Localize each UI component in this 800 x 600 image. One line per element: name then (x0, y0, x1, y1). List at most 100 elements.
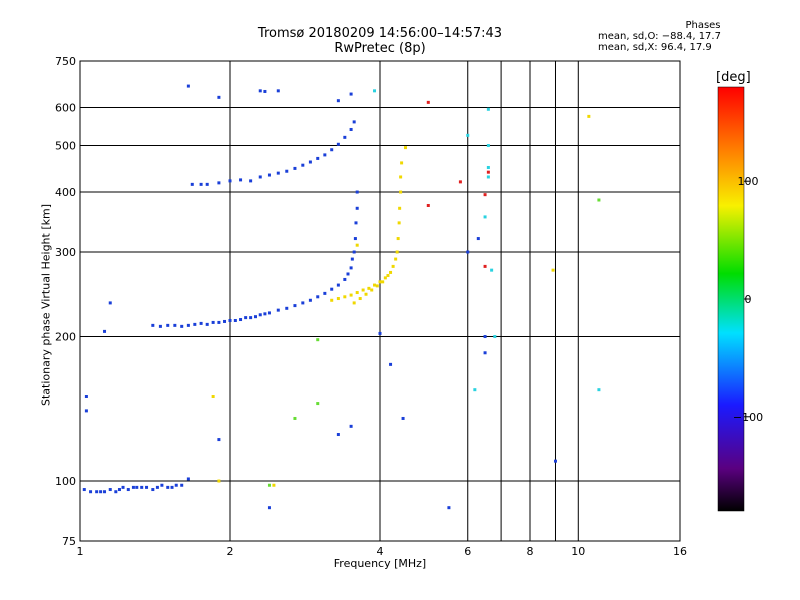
data-point (145, 485, 149, 489)
data-point (316, 295, 320, 299)
y-tick-label: 750 (55, 55, 76, 68)
data-point (493, 335, 497, 339)
data-point (244, 316, 248, 320)
x-tick-label: 6 (464, 545, 471, 558)
data-point (217, 320, 221, 324)
phase-stats-o: mean, sd,O: −88.4, 17.7 (598, 31, 721, 42)
data-point (399, 190, 403, 194)
data-point (186, 84, 190, 88)
data-point (135, 485, 139, 489)
data-point (551, 268, 555, 272)
data-point (166, 323, 170, 327)
data-point (403, 146, 407, 150)
data-point (389, 362, 393, 366)
data-point (386, 274, 390, 278)
data-point (346, 272, 350, 276)
data-point (401, 416, 405, 420)
data-point (205, 182, 209, 186)
data-point (486, 144, 490, 148)
data-point (466, 133, 470, 137)
data-point (217, 95, 221, 99)
x-tick-label: 10 (571, 545, 585, 558)
data-point (253, 315, 257, 319)
data-point (301, 301, 305, 305)
data-point (249, 316, 253, 320)
data-point (205, 322, 209, 326)
data-point (155, 485, 159, 489)
data-point (174, 483, 178, 487)
phase-stats-x: mean, sd,X: 96.4, 17.9 (598, 42, 712, 53)
x-tick-label: 16 (673, 545, 687, 558)
data-point (486, 107, 490, 111)
chart-subtitle: RwPretec (8p) (334, 41, 426, 56)
data-point (103, 490, 107, 494)
data-point (330, 287, 334, 291)
data-point (211, 395, 215, 399)
data-point (336, 99, 340, 103)
data-point (180, 483, 184, 487)
data-point (272, 483, 276, 487)
data-point (343, 135, 347, 139)
data-point (217, 438, 221, 442)
data-point (553, 459, 557, 463)
data-point (228, 179, 232, 183)
data-point (276, 171, 280, 175)
data-point (190, 182, 194, 186)
data-point (483, 335, 487, 339)
y-tick-label: 400 (55, 186, 76, 199)
data-point (330, 298, 334, 302)
data-point (373, 89, 377, 93)
colorbar-ticks: 100 0 −100 (733, 175, 763, 424)
data-point (355, 206, 359, 210)
data-point (447, 506, 451, 510)
data-point (126, 488, 130, 492)
data-point (486, 170, 490, 174)
data-point (483, 351, 487, 355)
data-point (397, 221, 401, 225)
y-tick-label: 300 (55, 246, 76, 259)
chart-title: Tromsø 20180209 14:56:00–14:57:43 (257, 26, 503, 41)
data-point (211, 320, 215, 324)
data-point (285, 306, 289, 310)
data-point (383, 276, 387, 280)
data-point (367, 286, 371, 290)
data-point (349, 127, 353, 131)
data-point (228, 318, 232, 322)
data-point (160, 483, 164, 487)
data-point (301, 163, 305, 167)
data-point (400, 161, 404, 165)
data-point (103, 329, 107, 333)
data-point (353, 237, 357, 241)
data-point (352, 120, 356, 124)
data-point (355, 243, 359, 247)
data-point (293, 304, 297, 308)
data-point (458, 180, 462, 184)
data-point (151, 488, 155, 492)
data-point (370, 288, 374, 292)
plot-frame (79, 60, 681, 542)
colorbar (717, 86, 745, 512)
data-point (336, 283, 340, 287)
data-point (131, 485, 135, 489)
data-point (587, 114, 591, 118)
data-point (483, 215, 487, 219)
data-point (597, 388, 601, 392)
data-point (267, 506, 271, 510)
data-point (89, 490, 93, 494)
data-point (249, 179, 253, 183)
data-point (158, 324, 162, 328)
data-point (483, 193, 487, 197)
data-point (354, 221, 358, 225)
data-points (82, 84, 601, 510)
data-point (316, 156, 320, 160)
data-point (355, 291, 359, 295)
data-point (99, 490, 103, 494)
data-point (336, 142, 340, 146)
data-point (108, 488, 112, 492)
phase-stats-heading: Phases (685, 20, 721, 31)
data-point (239, 318, 243, 322)
y-tick-label: 600 (55, 102, 76, 115)
axis-ticks: 1 2 4 6 8 10 16 75 100 200 300 400 500 600 750 (55, 55, 687, 558)
